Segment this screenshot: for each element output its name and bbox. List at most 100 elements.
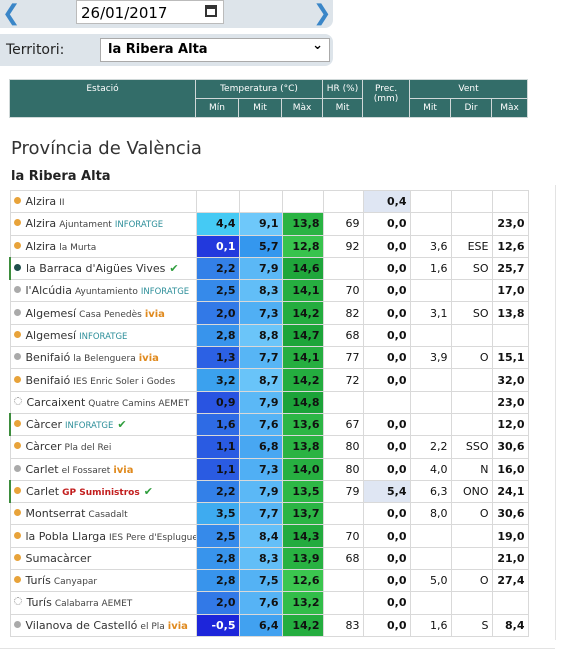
header-cell: Vent [409, 79, 529, 99]
station-row[interactable]: la Pobla Llarga IES Pere d'Esplugues 2,5 8,… [9, 524, 529, 548]
prev-day[interactable]: ❮ [2, 1, 21, 26]
station-row[interactable]: Turís Canyapar 2,8 7,5 12,6 0,0 5,0 O 27,4 [9, 569, 529, 593]
station-row[interactable]: Algemesí INFORATGE 2,8 8,8 14,7 68 0,0 [9, 323, 529, 348]
station-name[interactable]: Benifaió [25, 373, 71, 387]
data-cell [238, 189, 283, 214]
station-row[interactable]: Turís Calabarra AEMET 2,0 7,6 13,2 0,0 [9, 591, 529, 615]
station-cell: Turís Canyapar [9, 569, 197, 593]
data-cell: 7,5 [238, 569, 283, 593]
data-cell: 1,6 [409, 256, 452, 281]
filter-bar: Territori: la Ribera Alta [0, 34, 333, 66]
data-cell: 7,9 [238, 256, 283, 281]
data-cell: 13,8 [491, 301, 529, 325]
territory-select[interactable]: la Ribera Alta [100, 35, 330, 62]
next-day[interactable]: ❯ [313, 1, 332, 26]
data-cell: 0,0 [362, 502, 411, 526]
data-cell: 8,7 [238, 368, 283, 392]
station-row[interactable]: Benifaió la Belenguera ivia 1,3 7,7 14,1 77 0,0… [9, 346, 529, 370]
station-name[interactable]: Benifaió [25, 351, 71, 365]
data-cell [450, 323, 493, 348]
data-cell: 0,0 [362, 234, 411, 258]
station-name[interactable]: Algemesí [25, 328, 77, 342]
header-cell: Temperatura (°C) [194, 79, 324, 99]
status-dot [13, 553, 21, 561]
data-cell: 70 [322, 524, 364, 548]
data-cell [322, 569, 364, 593]
status-dot [14, 264, 21, 272]
station-name[interactable]: Turís [26, 596, 52, 610]
header-cell: Màx [280, 98, 324, 118]
station-name[interactable]: Algemesí [25, 306, 77, 320]
calendar-icon[interactable] [205, 5, 217, 17]
data-cell [409, 412, 452, 437]
station-cell: Algemesí INFORATGE [9, 323, 197, 348]
station-row[interactable]: Alzira II 0,4 [9, 189, 529, 214]
station-name[interactable]: la Pobla Llarga [25, 529, 107, 543]
data-cell: 27,4 [491, 569, 529, 593]
data-cell: 82 [322, 301, 364, 325]
data-cell: 0,0 [362, 346, 411, 370]
station-row[interactable]: Vilanova de Castelló el Pla ivia -0,5 6,4 14,… [9, 613, 529, 637]
station-place: Quatre Camins AEMET [88, 398, 190, 409]
station-name[interactable]: Carcaixent [26, 395, 86, 409]
station-row[interactable]: Algemesí Casa Penedès ivia 2,0 7,3 14,2 82 0,0 3… [9, 301, 529, 325]
station-name[interactable]: Carlet [25, 462, 59, 476]
station-name[interactable]: Alzira [25, 217, 57, 231]
data-cell: 13,9 [281, 546, 324, 571]
station-row[interactable]: Benifaió IES Enric Soler i Godes 3,2 8,7 14,… [9, 368, 529, 392]
scrollbar [555, 185, 556, 640]
data-cell: 67 [322, 412, 364, 437]
station-row[interactable]: Càrcer Pla del Rei 1,1 6,8 13,8 80 0,0 2,2 SSO 30… [9, 435, 529, 459]
data-cell: 79 [322, 479, 364, 504]
station-row[interactable]: Alzira la Murta 0,1 5,7 12,8 92 0,0 3,6 ESE 12,6 [9, 234, 529, 258]
data-cell: 8,3 [238, 279, 283, 303]
data-cell: 1,1 [195, 435, 240, 459]
data-cell: 0,0 [362, 546, 411, 571]
data-cell [450, 368, 493, 392]
data-cell: S [450, 613, 493, 637]
station-row[interactable]: Carlet el Fossaret ivia 1,1 7,3 14,0 80 0,0 4,0 N… [9, 457, 529, 481]
network-tag: INFORATGE [140, 287, 190, 298]
station-place: Casa Penedès [79, 309, 142, 320]
station-name[interactable]: Sumacàrcer [25, 551, 92, 565]
data-cell: 30,6 [491, 435, 529, 459]
station-name[interactable]: Càrcer [26, 418, 63, 432]
data-cell [322, 390, 364, 414]
station-row[interactable]: Sumacàrcer 2,8 8,3 13,9 68 0,0 21,0 [9, 546, 529, 571]
station-row[interactable]: Montserrat Casadalt 3,5 7,7 13,7 0,0 8,0 O 30,6 [9, 502, 529, 526]
station-cell: Sumacàrcer [9, 546, 197, 571]
station-row[interactable]: Alzira Ajuntament INFORATGE 4,4 9,1 13,8 69 0,0… [9, 212, 529, 236]
station-name[interactable]: Càrcer [25, 440, 62, 454]
network-tag: INFORATGE [79, 331, 128, 342]
data-cell: 0,0 [362, 613, 411, 637]
station-name[interactable]: Alzira [25, 195, 57, 209]
station-name[interactable]: la Barraca d'Aigües Vives [26, 262, 166, 276]
status-dot [13, 531, 21, 539]
station-row[interactable]: Carlet GP Suministros ✔ 2,2 7,9 13,5 79 5,4 6,3 O… [9, 479, 529, 504]
data-cell: -0,5 [195, 613, 240, 637]
station-name[interactable]: Vilanova de Castelló [25, 618, 138, 632]
status-dot [13, 330, 21, 338]
data-cell [450, 591, 493, 615]
status-dot [13, 241, 21, 249]
station-name[interactable]: Carlet [26, 485, 60, 498]
station-row[interactable]: Càrcer INFORATGE ✔ 1,6 7,6 13,6 67 0,0 12,0 [9, 412, 529, 437]
network-tag: INFORATGE [114, 220, 164, 231]
station-place: la Murta [59, 242, 97, 253]
data-cell: 6,4 [238, 613, 283, 637]
data-cell [450, 189, 493, 214]
station-name[interactable]: Montserrat [25, 507, 86, 521]
station-name[interactable]: l'Alcúdia [25, 284, 72, 298]
data-cell: 4,4 [195, 212, 240, 236]
station-row[interactable]: Carcaixent Quatre Camins AEMET 0,9 7,9 14,8 2… [9, 390, 529, 414]
station-row[interactable]: la Barraca d'Aigües Vives ✔ 2,2 7,9 14,6 0,0 1… [9, 256, 529, 281]
network-tag: INFORATGE [65, 421, 114, 432]
data-cell: 1,1 [195, 457, 240, 481]
header-cell: HR (%) [322, 79, 364, 99]
status-dot [13, 576, 21, 584]
station-row[interactable]: l'Alcúdia Ayuntamiento INFORATGE 2,5 8,3 14,1… [9, 279, 529, 303]
station-name[interactable]: Alzira [25, 239, 57, 253]
data-cell: 7,3 [238, 457, 283, 481]
date-input[interactable]: 26/01/2017 [76, 0, 224, 24]
station-name[interactable]: Turís [25, 574, 51, 588]
